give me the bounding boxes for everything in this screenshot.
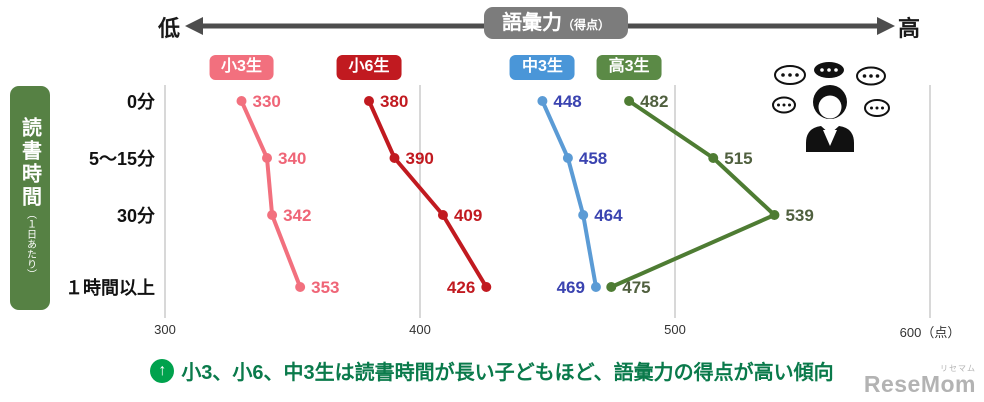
axis-title-suffix: （得点） [561, 18, 611, 32]
y-axis-label-sub: （１日あたり） [24, 209, 36, 279]
value-label: 409 [454, 206, 482, 225]
data-point [590, 282, 601, 292]
category-label-5-15min: 5～15分 [88, 149, 155, 169]
value-label: 330 [253, 92, 281, 111]
legend-badge-3: 中3生 [509, 55, 575, 80]
data-point [295, 282, 306, 292]
watermark-katakana: リセマム [940, 364, 976, 373]
legend-badge-4: 高3生 [596, 55, 662, 80]
y-axis-label-box: 読書時間 （１日あたり） [10, 86, 50, 310]
speech-bubble-icon [772, 62, 890, 117]
axis-high-label: 高 [898, 16, 921, 41]
legend-badge-2: 小6生 [336, 55, 402, 80]
data-point [262, 153, 272, 163]
x-tick-300: 300 [154, 322, 176, 337]
data-point [481, 282, 492, 292]
up-arrow-icon: ↑ [150, 358, 175, 383]
value-label: 380 [380, 92, 408, 111]
data-point [708, 153, 719, 163]
footer-note: ↑ 小3、小6、中3生は読書時間が長い子どもほど、語彙力の得点が高い傾向 [0, 356, 984, 385]
value-label: 469 [557, 278, 585, 297]
data-point [769, 210, 780, 220]
value-label: 458 [579, 149, 607, 168]
series-line-4 [609, 99, 777, 289]
series-line-1 [239, 99, 303, 289]
data-point [389, 153, 400, 163]
data-point [624, 96, 635, 106]
x-tick-400: 400 [409, 322, 431, 337]
value-label: 475 [622, 278, 650, 297]
axis-title-badge: 語彙力（得点） [483, 7, 629, 39]
category-label-30min: 30分 [116, 206, 155, 226]
value-label: 482 [640, 92, 668, 111]
data-point [562, 153, 573, 163]
data-point [606, 282, 617, 292]
data-point [236, 96, 247, 106]
value-label: 464 [594, 206, 623, 225]
y-axis-label-main: 読書時間 [18, 117, 41, 209]
value-label: 539 [785, 206, 813, 225]
value-label: 515 [724, 149, 752, 168]
watermark-logo-text: ReseMom [863, 371, 976, 397]
value-label: 353 [311, 278, 339, 297]
arrowhead-right [877, 17, 895, 35]
value-label: 448 [553, 92, 581, 111]
value-label: 342 [283, 206, 311, 225]
data-point [364, 96, 374, 106]
series-line-2 [367, 99, 489, 289]
legend-badge-1: 小3生 [209, 55, 274, 80]
data-point [578, 210, 589, 220]
value-label: 340 [278, 149, 306, 168]
person-icon [806, 85, 854, 152]
series-line-3 [540, 99, 598, 289]
axis-title: 語彙力 [501, 12, 562, 34]
category-label-0min: 0分 [126, 92, 155, 112]
arrowhead-left [185, 17, 203, 35]
x-tick-600: 600（点） [899, 325, 961, 340]
value-label: 390 [406, 149, 434, 168]
watermark: リセマム ReseMom [864, 365, 976, 396]
data-point [437, 210, 448, 220]
value-label: 426 [447, 278, 475, 297]
axis-low-label: 低 [158, 16, 181, 41]
data-point [537, 96, 548, 106]
x-tick-500: 500 [664, 322, 686, 337]
person-speech-bubbles-illustration [772, 62, 890, 152]
category-label-over-1hour: １時間以上 [65, 278, 155, 298]
data-point [267, 210, 278, 220]
footer-note-text: 小3、小6、中3生は読書時間が長い子どもほど、語彙力の得点が高い傾向 [181, 362, 834, 384]
